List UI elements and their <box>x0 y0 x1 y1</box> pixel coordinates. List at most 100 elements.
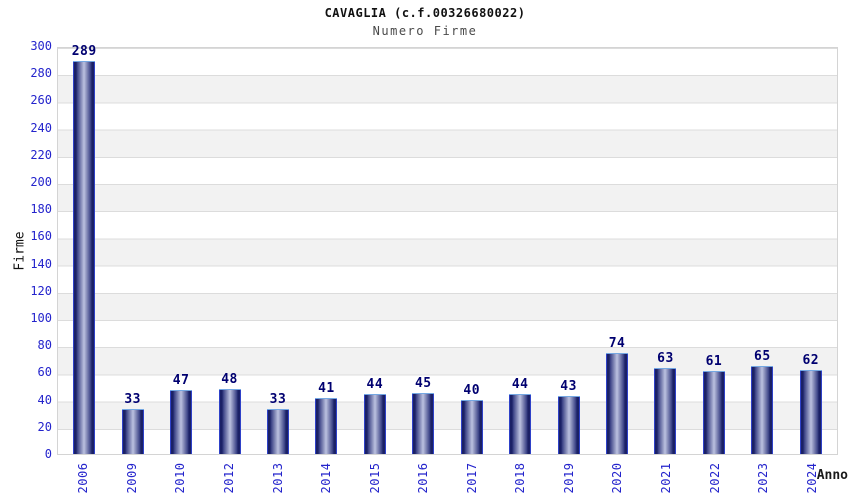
x-tick-label: 2015 <box>367 462 382 494</box>
x-tick-slot: 2010 <box>156 456 205 500</box>
bar-slot: 43 <box>544 48 592 454</box>
bar <box>363 394 386 454</box>
bar <box>751 365 774 454</box>
chart-title: CAVAGLIA (c.f.00326680022) <box>324 6 526 20</box>
bar <box>799 369 822 454</box>
bar-value-label: 65 <box>754 348 771 364</box>
bar <box>606 353 629 454</box>
x-tick-label: 2009 <box>124 462 139 494</box>
bar <box>170 390 193 454</box>
y-tick-label: 20 <box>37 419 52 434</box>
bar-slot: 40 <box>448 48 496 454</box>
bar-slot: 45 <box>399 48 447 454</box>
x-tick-label: 2006 <box>76 462 91 494</box>
x-tick-slot: 2013 <box>253 456 302 500</box>
bar <box>121 409 144 454</box>
y-tick-label: 260 <box>30 93 52 108</box>
x-tick-label: 2013 <box>270 462 285 494</box>
x-tick-label: 2014 <box>319 462 334 494</box>
bar-slot: 65 <box>738 48 786 454</box>
x-tick-slot: 2022 <box>690 456 739 500</box>
bar <box>73 60 96 454</box>
y-tick-label: 240 <box>30 120 52 135</box>
bar-slot: 33 <box>254 48 302 454</box>
bar-value-label: 62 <box>802 352 820 368</box>
bar <box>702 371 725 454</box>
bar-value-label: 44 <box>366 377 384 393</box>
y-tick-label: 280 <box>30 66 52 81</box>
bar-slot: 63 <box>641 48 689 454</box>
y-tick-label: 100 <box>30 311 52 325</box>
y-tick-label: 220 <box>30 147 52 162</box>
bar-slot: 41 <box>302 48 350 454</box>
x-tick-label: 2012 <box>221 462 236 494</box>
x-axis-ticks: 2006 2009 2010 2012 2013 2014 2015 2016 2017 2018… <box>57 456 838 500</box>
x-tick-label: 2020 <box>610 462 625 494</box>
bar-slot: 74 <box>593 48 641 454</box>
x-tick-slot: 2023 <box>739 456 788 500</box>
bar-value-label: 43 <box>560 378 577 394</box>
bar-value-label: 63 <box>657 351 674 367</box>
x-tick-slot: 2017 <box>448 456 497 500</box>
bar-slot: 33 <box>108 48 156 454</box>
bar <box>654 368 677 454</box>
y-tick-label: 140 <box>30 256 52 271</box>
bars-layer: 289 33 47 48 33 41 44 45 40 44 43 74 63 61 65 62 <box>58 43 837 454</box>
bar <box>266 409 289 454</box>
y-tick-label: 120 <box>30 283 52 298</box>
y-tick-label: 60 <box>37 365 52 380</box>
chart-subtitle: Numero Firme <box>372 24 478 38</box>
y-tick-label: 40 <box>37 392 52 407</box>
x-tick-slot: 2016 <box>399 456 448 500</box>
x-tick-label: 2018 <box>513 462 528 494</box>
bar-value-label: 61 <box>705 354 723 370</box>
bar-value-label: 40 <box>463 382 481 398</box>
x-tick-slot: 2019 <box>545 456 594 500</box>
bar-value-label: 47 <box>172 373 190 389</box>
x-tick-slot: 2021 <box>642 456 691 500</box>
bar-value-label: 74 <box>608 336 626 352</box>
bar <box>509 394 532 454</box>
bar-value-label: 33 <box>269 392 287 408</box>
bar-value-label: 41 <box>318 381 335 397</box>
bar <box>412 392 435 454</box>
x-tick-label: 2010 <box>173 462 188 494</box>
x-tick-slot: 2012 <box>205 456 254 500</box>
bar-slot: 48 <box>205 48 253 454</box>
x-tick-label: 2016 <box>416 462 431 494</box>
bar-value-label: 45 <box>414 375 432 391</box>
bar-slot: 289 <box>60 43 108 454</box>
x-tick-slot: 2015 <box>350 456 399 500</box>
x-tick-label: 2022 <box>707 462 722 494</box>
bar <box>460 399 483 454</box>
x-tick-label: 2021 <box>659 462 674 494</box>
bar-slot: 61 <box>690 48 738 454</box>
x-tick-slot: 2018 <box>496 456 545 500</box>
x-tick-label: 2019 <box>561 462 576 494</box>
bar <box>557 395 580 454</box>
bar-slot: 62 <box>787 48 835 454</box>
y-tick-label: 80 <box>37 338 52 353</box>
bar-slot: 44 <box>496 48 544 454</box>
bar-value-label: 33 <box>124 392 141 408</box>
x-tick-slot: 2020 <box>593 456 642 500</box>
x-tick-label: 2017 <box>464 462 479 494</box>
y-tick-label: 0 <box>44 447 52 461</box>
bar-value-label: 289 <box>71 43 97 59</box>
y-tick-label: 160 <box>30 229 52 244</box>
bar <box>315 398 338 454</box>
y-tick-label: 180 <box>30 202 52 217</box>
bar-slot: 47 <box>157 48 205 454</box>
x-axis-title: Anno <box>816 468 848 483</box>
plot-area: 289 33 47 48 33 41 44 45 40 44 43 74 63 61 65 62 <box>57 43 838 455</box>
y-tick-label: 300 <box>30 39 52 53</box>
x-tick-slot: 2006 <box>59 456 108 500</box>
bar-value-label: 48 <box>221 371 238 387</box>
y-tick-label: 200 <box>30 175 52 189</box>
bar <box>218 388 241 454</box>
x-tick-slot: 2014 <box>302 456 351 500</box>
bar-value-label: 44 <box>511 377 529 393</box>
y-axis-ticks: 0 20 40 60 80 100 120 140 160 180 200 220 240 260 280 3… <box>0 0 52 500</box>
x-tick-slot: 2009 <box>108 456 157 500</box>
